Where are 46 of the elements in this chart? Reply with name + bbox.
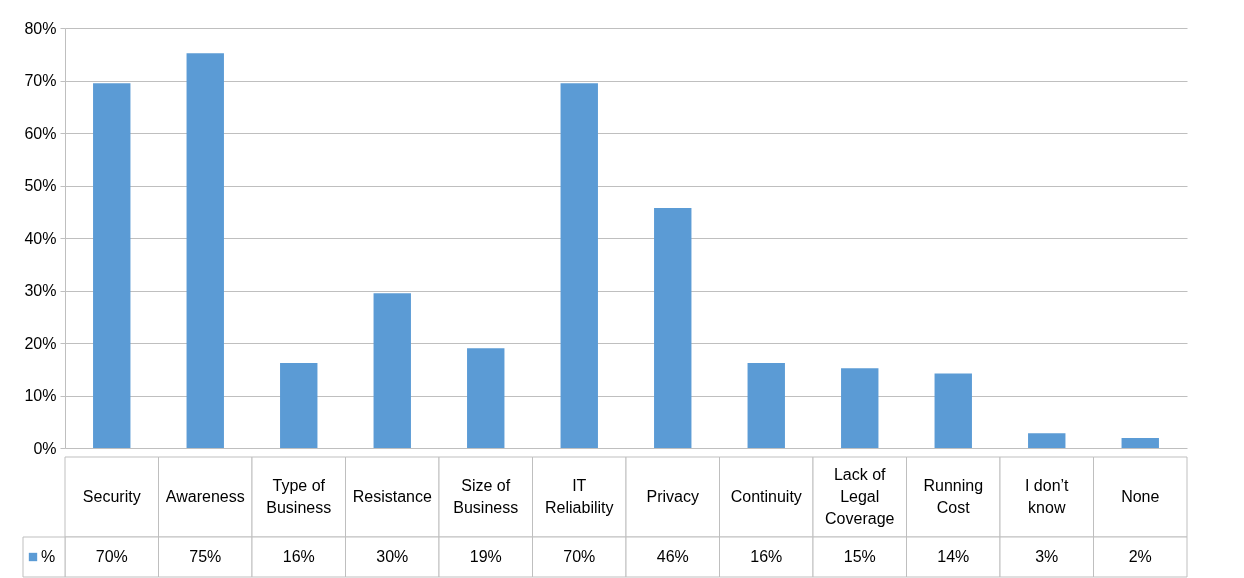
x-tick-label: Running Cost	[923, 476, 984, 516]
data-label: 46%	[656, 548, 689, 565]
y-tick-label: 20%	[24, 334, 57, 352]
x-tick-label: IT Reliability	[545, 476, 614, 516]
data-label: 70%	[95, 548, 128, 565]
y-tick-label: 60%	[24, 124, 57, 142]
data-label: 16%	[282, 548, 315, 565]
legend-label: %	[41, 548, 56, 565]
x-tick-label: Resistance	[352, 488, 432, 505]
bar	[747, 362, 785, 448]
x-tick-label: None	[1121, 488, 1160, 505]
data-label: 3%	[1035, 548, 1059, 565]
bar	[934, 373, 972, 448]
data-label: 15%	[843, 548, 876, 565]
x-tick-label: Awareness	[165, 488, 245, 505]
data-label: 16%	[750, 548, 783, 565]
bar	[373, 293, 411, 448]
x-tick-label: Security	[82, 488, 141, 505]
bar	[1028, 433, 1066, 448]
x-tick-label: Lack of Legal Coverage	[825, 465, 895, 527]
data-label: 14%	[937, 548, 970, 565]
y-tick-label: 0%	[33, 439, 57, 457]
bar	[93, 83, 131, 448]
bar	[467, 348, 505, 448]
bar	[1121, 438, 1159, 448]
x-tick-label: Type of Business	[266, 476, 332, 516]
data-label: 30%	[376, 548, 409, 565]
y-tick-label: 50%	[24, 177, 57, 194]
x-tick-label: I don’t know	[1024, 476, 1070, 516]
y-tick-label: 40%	[24, 229, 57, 247]
x-tick-label: Continuity	[730, 488, 802, 505]
data-label: 2%	[1128, 548, 1152, 565]
y-tick-label: 10%	[24, 387, 57, 404]
bar	[186, 53, 224, 448]
bar	[280, 362, 318, 448]
data-label: 19%	[469, 548, 502, 565]
data-label: 75%	[189, 548, 222, 565]
data-label: 70%	[563, 548, 596, 565]
bar	[841, 368, 879, 448]
bar	[654, 208, 692, 448]
x-tick-label: Size of Business	[453, 476, 519, 516]
bar	[560, 83, 598, 448]
y-tick-label: 70%	[24, 72, 57, 89]
y-tick-label: 30%	[24, 282, 57, 299]
x-tick-label: Privacy	[646, 488, 699, 505]
y-tick-label: 80%	[24, 19, 57, 37]
